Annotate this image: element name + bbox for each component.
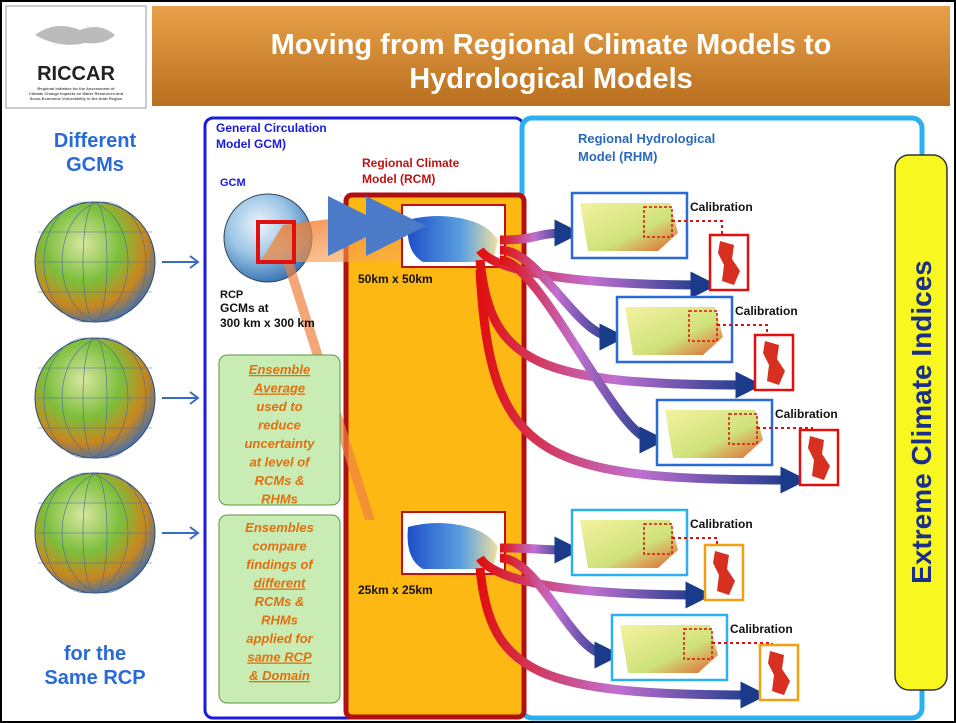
flow-arrow (500, 548, 568, 550)
note-line: Ensemble (249, 362, 310, 377)
note-line: different (254, 576, 306, 591)
rhm-map (580, 520, 678, 568)
note-line: uncertainty (244, 436, 315, 451)
rcm-resolution: 25km x 25km (358, 583, 433, 597)
rhm-map (580, 203, 678, 251)
logo-caption: Socio-Economic Vulnerability in the Arab… (30, 96, 123, 101)
note-line: RHMs (261, 492, 298, 507)
slide: RICCAR Regional Initiative for the Asses… (0, 0, 956, 723)
note-line: Average (253, 381, 305, 396)
logo-text: RICCAR (37, 63, 115, 85)
note-text: Ensembles compare findings of different RCMs… (245, 520, 314, 683)
note-line: reduce (258, 418, 301, 433)
side-bar-text: Extreme Climate Indices (906, 260, 937, 584)
rhm-map (620, 625, 718, 673)
rcm-resolution: 50km x 50km (358, 272, 433, 286)
gcm-rcp: RCP (220, 289, 243, 301)
note-line: used to (256, 399, 302, 414)
rhm-map (665, 410, 763, 458)
note-line: RHMs (261, 613, 298, 628)
calibration-label: Calibration (690, 200, 753, 214)
calibration-label: Calibration (775, 407, 838, 421)
calibration-label: Calibration (690, 517, 753, 531)
note-line: Ensembles (245, 520, 314, 535)
note-line: at level of (250, 455, 312, 470)
note-line: & Domain (249, 668, 310, 683)
note-line: RCMs & (255, 473, 305, 488)
rhm-map (625, 307, 723, 355)
note-line: applied for (246, 631, 313, 646)
gcm-label: GCM (220, 177, 246, 189)
note-line: RCMs & (255, 594, 305, 609)
calibration-label: Calibration (730, 622, 793, 636)
calibration-label: Calibration (735, 304, 798, 318)
note-line: same RCP (247, 650, 312, 665)
note-line: findings of (246, 557, 314, 572)
note-line: compare (252, 539, 306, 554)
